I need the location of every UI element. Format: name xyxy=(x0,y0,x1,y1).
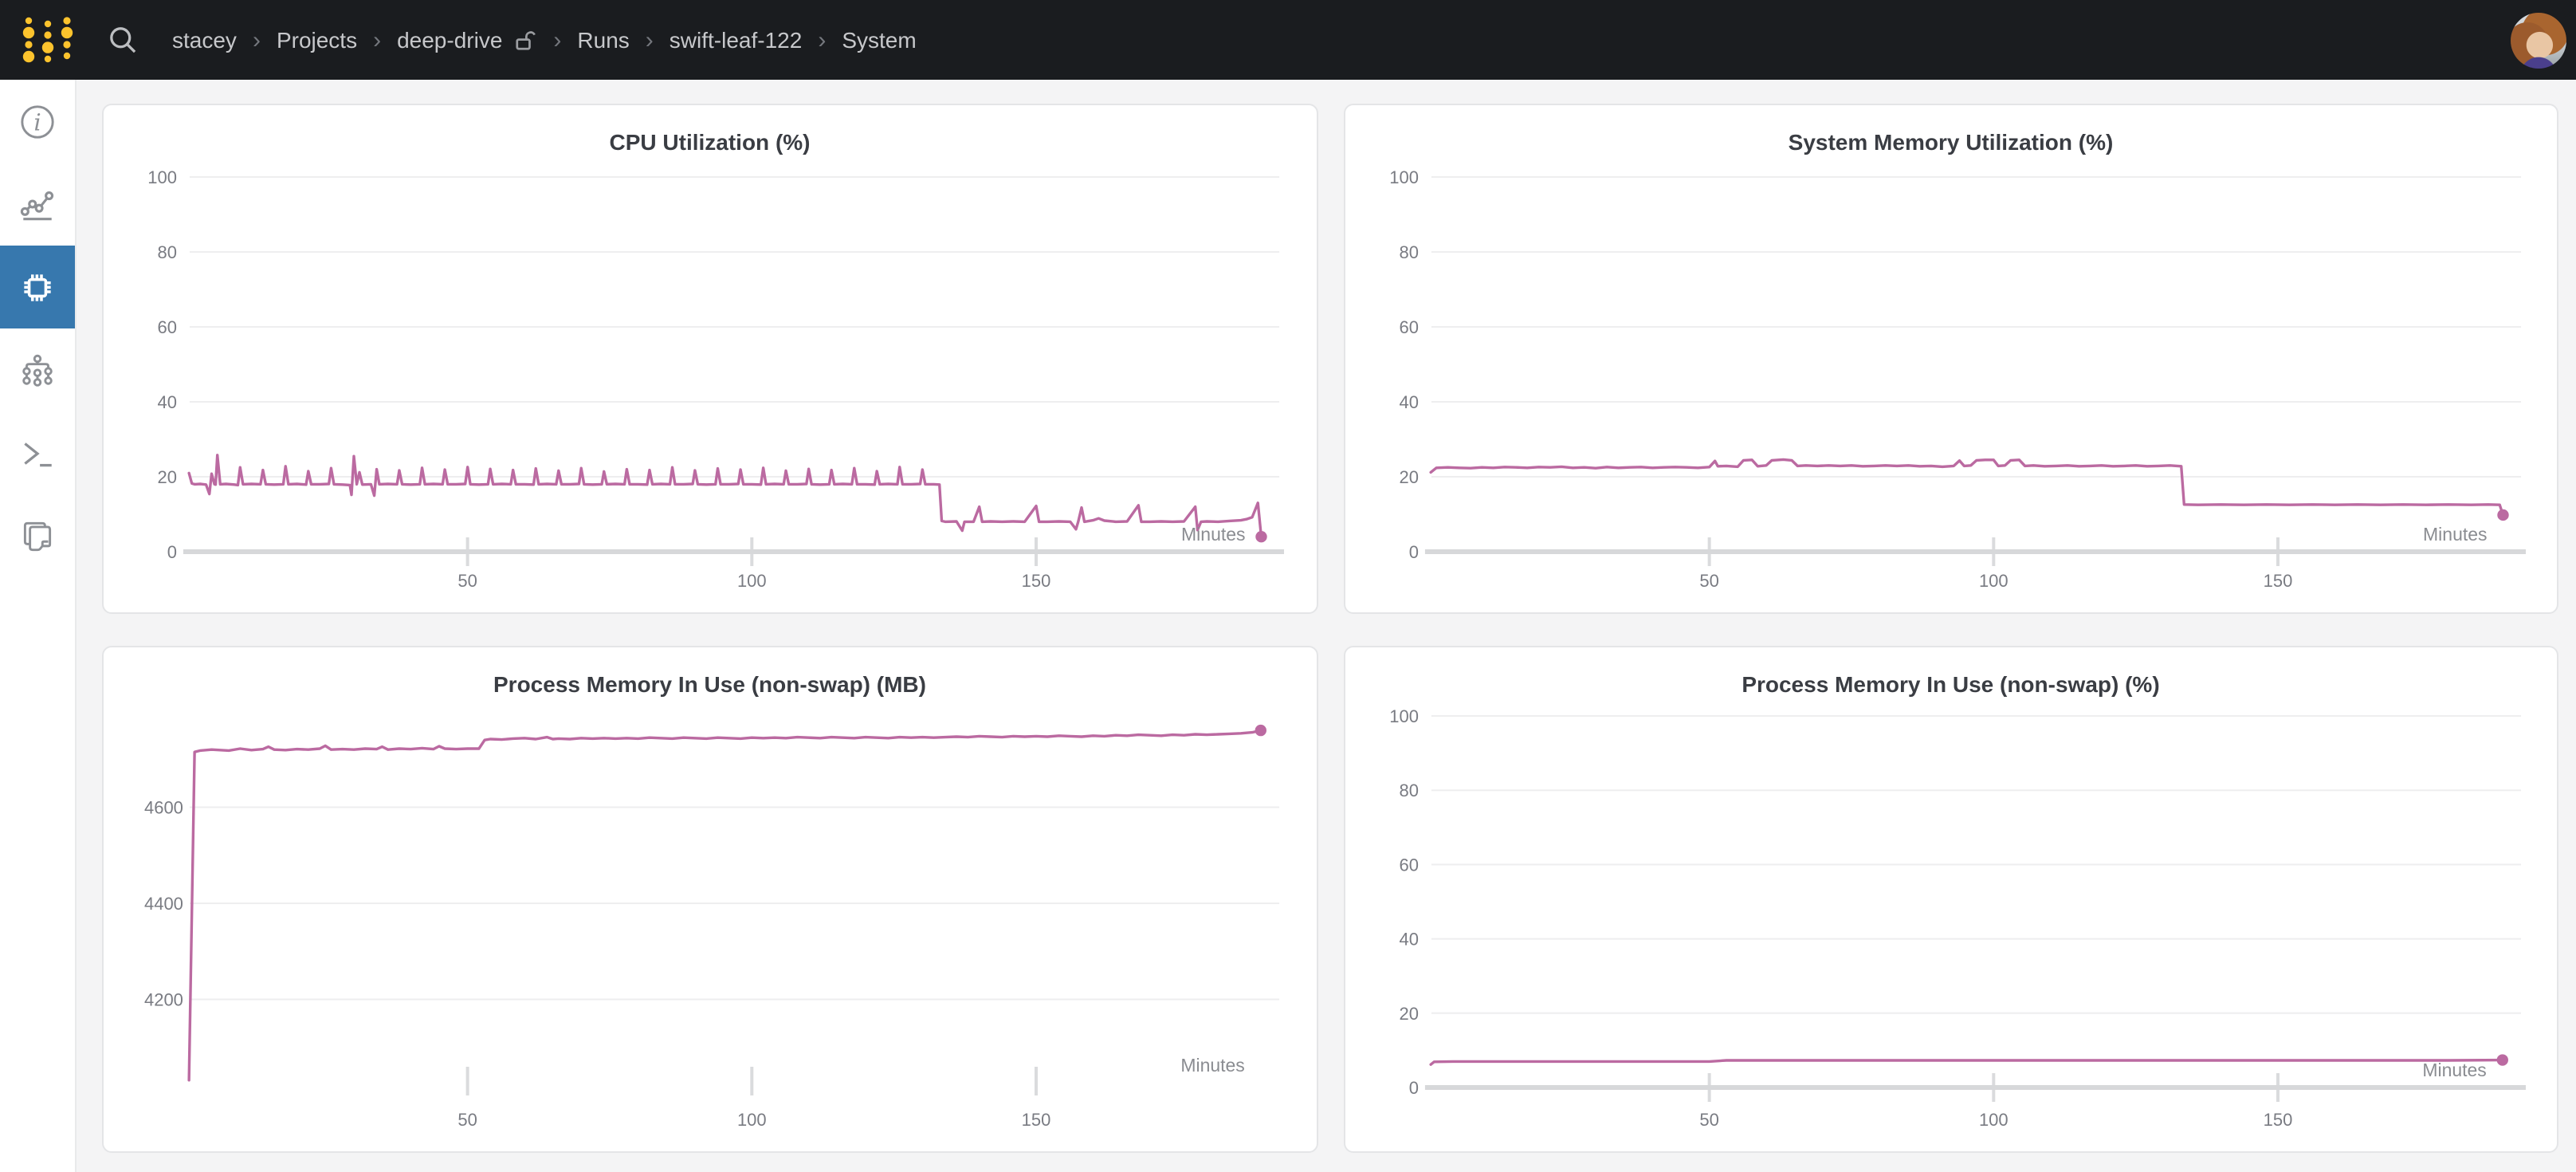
y-tick-label: 80 xyxy=(157,242,176,262)
y-tick-label: 4600 xyxy=(144,798,183,818)
svg-text:i: i xyxy=(33,108,41,135)
breadcrumb-runs[interactable]: Runs xyxy=(577,27,630,53)
chart-card-process-memory-mb: Process Memory In Use (non-swap) (MB) 42… xyxy=(102,646,1317,1153)
series-line xyxy=(1428,1058,2503,1066)
wandb-logo[interactable] xyxy=(16,11,80,69)
chart-title: Process Memory In Use (non-swap) (%) xyxy=(1742,671,2160,697)
process-memory-mb-chart[interactable]: 4200 4400 4600 50 100 150 Minutes xyxy=(104,647,1316,1151)
end-point-dot xyxy=(1255,531,1267,543)
x-axis-label-minutes: Minutes xyxy=(2421,1060,2485,1080)
y-tick-label: 40 xyxy=(157,392,176,412)
y-tick-label: 100 xyxy=(1388,167,1418,187)
breadcrumb-project[interactable]: deep-drive xyxy=(397,27,503,53)
y-tick-label: 60 xyxy=(1398,317,1417,337)
x-tick-label: 50 xyxy=(1698,1110,1718,1130)
y-tick-label: 100 xyxy=(1388,706,1418,726)
series-line xyxy=(187,729,1262,1082)
breadcrumb-separator: › xyxy=(645,26,654,53)
breadcrumb: stacey › Projects › deep-drive › Runs › … xyxy=(172,26,2511,53)
system-memory-utilization-chart[interactable]: 0 20 40 60 80 100 50 100 150 Minutes xyxy=(1345,105,2557,612)
breadcrumb-user[interactable]: stacey xyxy=(172,27,237,53)
breadcrumb-projects[interactable]: Projects xyxy=(276,27,358,53)
chart-card-process-memory-pct: Process Memory In Use (non-swap) (%) 0 20… xyxy=(1343,646,2558,1153)
sidebar-item-files[interactable] xyxy=(0,494,75,577)
sidebar-item-model[interactable] xyxy=(0,328,75,411)
x-tick-label: 100 xyxy=(737,571,767,591)
x-axis-label-minutes: Minutes xyxy=(2422,524,2486,545)
chart-title: System Memory Utilization (%) xyxy=(1788,129,2114,155)
sidebar-item-charts[interactable] xyxy=(0,163,75,246)
x-axis-label-minutes: Minutes xyxy=(1181,524,1245,545)
cpu-utilization-chart[interactable]: 0 20 40 60 80 100 50 100 150 Minutes xyxy=(104,105,1316,612)
chart-card-system-memory: System Memory Utilization (%) 0 20 40 60 80 1… xyxy=(1343,104,2558,614)
search-icon xyxy=(110,27,136,53)
x-tick-label: 150 xyxy=(1022,1110,1051,1130)
breadcrumb-page[interactable]: System xyxy=(842,27,917,53)
user-avatar[interactable] xyxy=(2511,12,2566,68)
y-tick-label: 100 xyxy=(147,167,177,187)
info-icon: i xyxy=(21,104,54,138)
end-point-dot xyxy=(1255,724,1266,737)
y-tick-label: 80 xyxy=(1398,781,1417,800)
top-nav-bar: stacey › Projects › deep-drive › Runs › … xyxy=(0,0,2576,80)
files-icon xyxy=(23,521,52,551)
breadcrumb-separator: › xyxy=(553,26,562,53)
x-tick-label: 50 xyxy=(457,1110,477,1130)
chart-title: Process Memory In Use (non-swap) (MB) xyxy=(493,671,926,697)
model-graph-icon xyxy=(22,353,53,386)
line-chart-icon xyxy=(20,191,54,220)
y-tick-label: 60 xyxy=(157,317,176,337)
sidebar-item-logs[interactable] xyxy=(0,411,75,494)
x-axis-label-minutes: Minutes xyxy=(1180,1055,1244,1076)
breadcrumb-run-name[interactable]: swift-leaf-122 xyxy=(669,27,803,53)
cpu-chip-icon xyxy=(24,273,51,301)
y-tick-label: 20 xyxy=(157,467,176,487)
process-memory-pct-chart[interactable]: 0 20 40 60 80 100 50 100 150 Minutes xyxy=(1345,647,2557,1151)
y-tick-label: 40 xyxy=(1398,392,1417,412)
y-tick-label: 80 xyxy=(1398,242,1417,262)
x-tick-label: 150 xyxy=(2263,1110,2292,1130)
unlocked-icon xyxy=(513,28,537,52)
x-tick-label: 100 xyxy=(1978,571,2008,591)
sidebar-item-system[interactable] xyxy=(0,246,75,328)
series-line xyxy=(1428,458,2504,517)
series-line xyxy=(187,454,1263,538)
run-sidebar: i xyxy=(0,80,77,1172)
search-button[interactable] xyxy=(102,19,143,61)
y-tick-label: 20 xyxy=(1398,467,1417,487)
x-tick-label: 50 xyxy=(457,571,477,591)
y-tick-label: 60 xyxy=(1398,855,1417,875)
y-tick-label: 4200 xyxy=(144,990,183,1010)
breadcrumb-separator: › xyxy=(818,26,827,53)
x-tick-label: 100 xyxy=(737,1110,767,1130)
x-tick-label: 50 xyxy=(1698,571,1718,591)
y-tick-label: 20 xyxy=(1398,1004,1417,1024)
x-tick-label: 150 xyxy=(1022,571,1051,591)
terminal-icon xyxy=(24,442,52,466)
chart-card-cpu: CPU Utilization (%) 0 20 40 60 80 100 50 100 150… xyxy=(102,104,1317,614)
x-tick-label: 150 xyxy=(2263,571,2292,591)
chart-title: CPU Utilization (%) xyxy=(609,129,811,155)
y-tick-label: 4400 xyxy=(144,894,183,914)
y-tick-label: 0 xyxy=(167,542,177,562)
y-tick-label: 0 xyxy=(1408,1078,1418,1098)
x-tick-label: 100 xyxy=(1978,1110,2008,1130)
end-point-dot xyxy=(2496,509,2508,521)
breadcrumb-separator: › xyxy=(373,26,382,53)
breadcrumb-separator: › xyxy=(252,26,261,53)
y-tick-label: 0 xyxy=(1408,542,1418,562)
y-tick-label: 40 xyxy=(1398,930,1417,950)
sidebar-item-overview[interactable]: i xyxy=(0,80,75,163)
system-metrics-panel: CPU Utilization (%) 0 20 40 60 80 100 50 100 150… xyxy=(77,80,2576,1172)
end-point-dot xyxy=(2496,1054,2507,1066)
